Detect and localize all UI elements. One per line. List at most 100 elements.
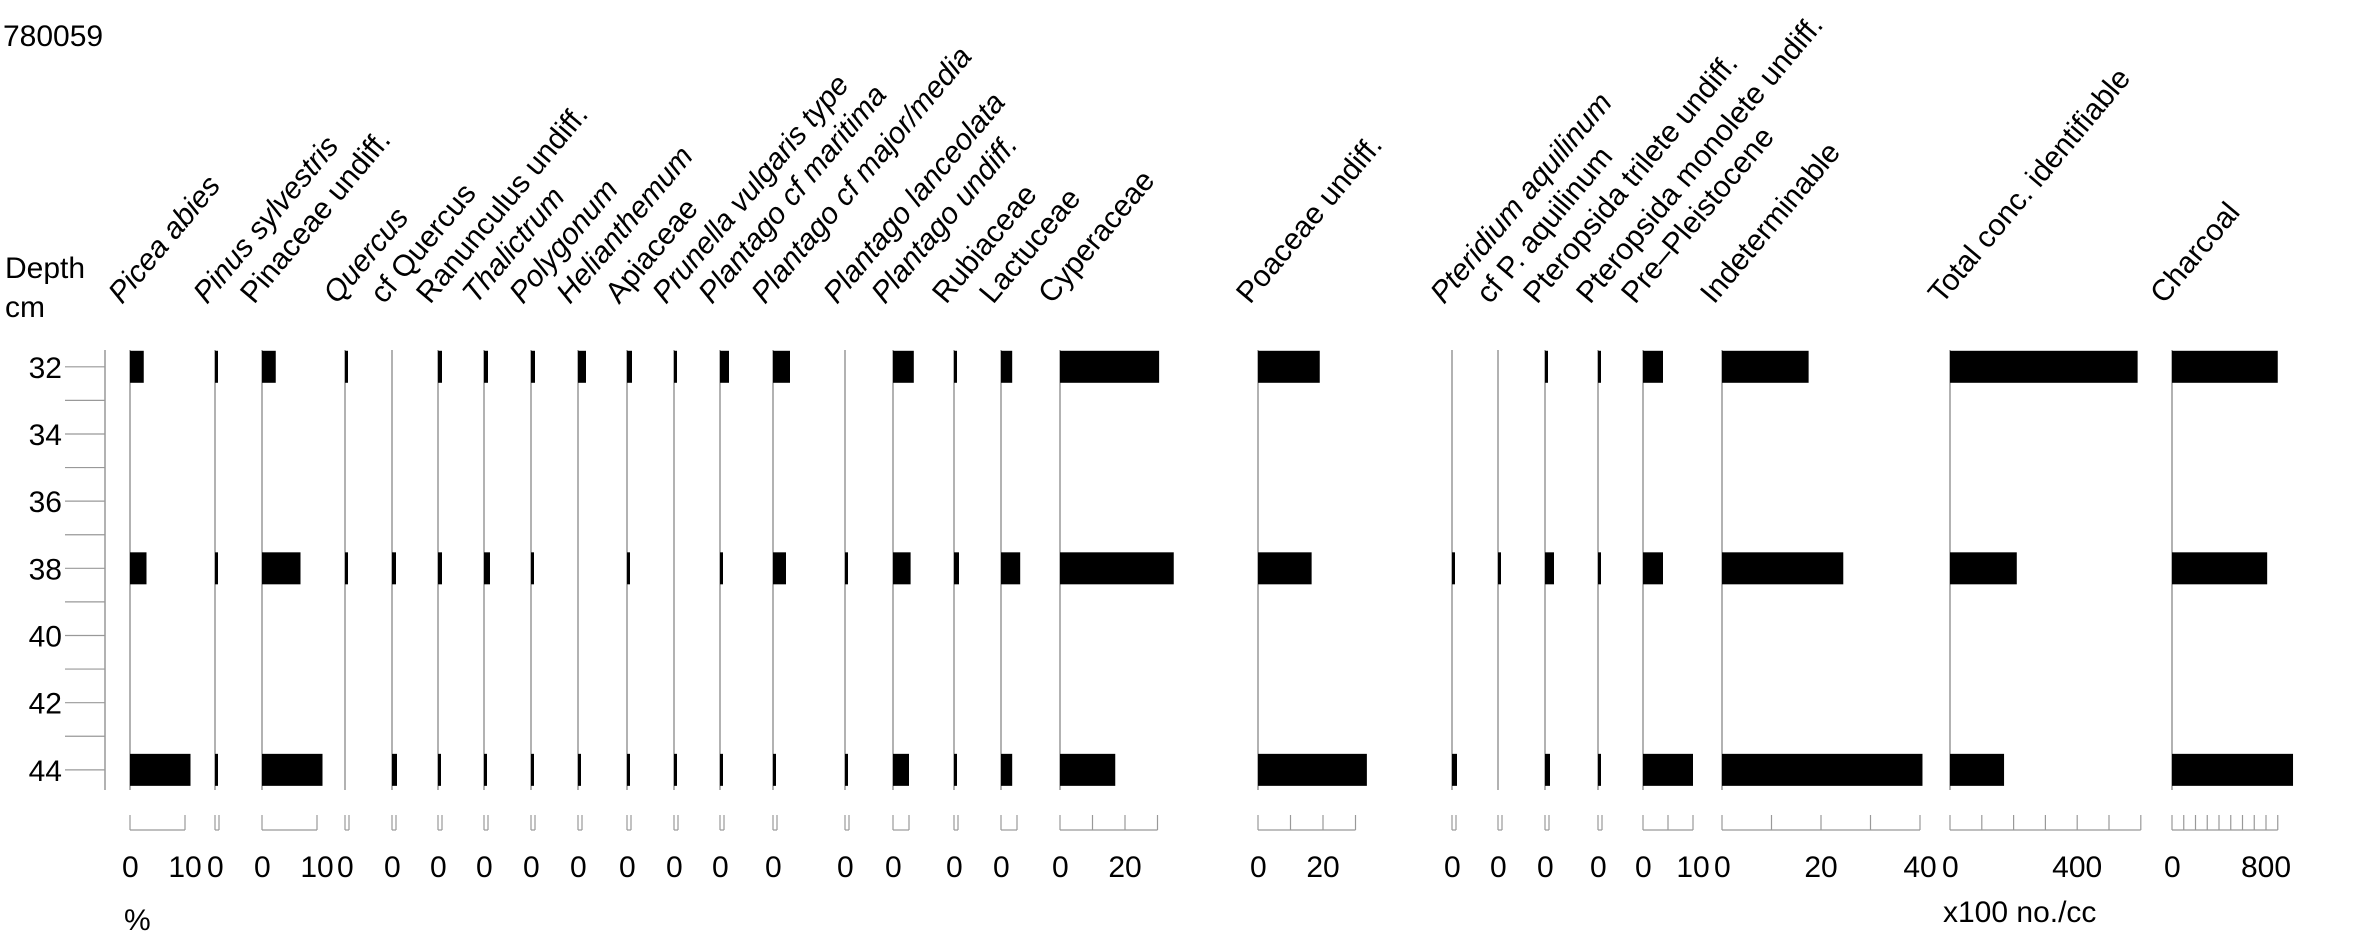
bar xyxy=(1545,552,1554,585)
depth-tick-label: 44 xyxy=(29,755,62,788)
bar xyxy=(773,552,786,585)
bar xyxy=(1060,753,1116,786)
bar xyxy=(720,350,729,383)
bar xyxy=(1950,552,2017,585)
bar xyxy=(262,552,301,585)
x-tick-label: 0 xyxy=(523,851,540,884)
bar xyxy=(1452,753,1457,786)
bar xyxy=(1001,753,1013,786)
bar xyxy=(345,552,348,585)
bar xyxy=(773,753,776,786)
depth-tick-label: 42 xyxy=(29,688,62,721)
bar xyxy=(1950,753,2005,786)
panel-total-conc-identifiable: 0 400 Total conc. identifiable xyxy=(1922,62,2142,884)
bar xyxy=(438,552,442,585)
bar xyxy=(484,350,488,383)
x-tick-label: 0 xyxy=(1590,851,1607,884)
x-tick-label: 0 xyxy=(1490,851,1507,884)
bar xyxy=(1001,552,1021,585)
depth-tick-label: 36 xyxy=(29,486,62,519)
x-tick-label: 0 xyxy=(712,851,729,884)
bar xyxy=(2172,552,2268,585)
x-tick-label: 20 xyxy=(1306,851,1339,884)
x-tick-label: 0 xyxy=(2164,851,2181,884)
bar xyxy=(1643,552,1663,585)
bar xyxy=(484,552,490,585)
bar xyxy=(578,753,581,786)
x-tick-label: 0 xyxy=(619,851,636,884)
bar xyxy=(392,552,396,585)
bar xyxy=(215,350,218,383)
bar xyxy=(215,552,218,585)
x-tick-label: 0 xyxy=(384,851,401,884)
panel-poaceae-undiff-: 0 20 Poaceae undiff. xyxy=(1230,129,1389,884)
taxon-label: Total conc. identifiable xyxy=(1922,62,2137,309)
bar xyxy=(627,350,632,383)
bar xyxy=(1598,753,1601,786)
bar xyxy=(720,552,723,585)
bar xyxy=(1545,753,1550,786)
bar xyxy=(1950,350,2138,383)
bar xyxy=(720,753,723,786)
x-tick-label: 0 xyxy=(1052,851,1069,884)
bar xyxy=(1598,552,1601,585)
bar xyxy=(484,753,487,786)
x-tick-label: 0 xyxy=(885,851,902,884)
bar xyxy=(1722,552,1844,585)
bar xyxy=(893,552,911,585)
bar xyxy=(845,552,848,585)
bar xyxy=(893,753,909,786)
bar xyxy=(130,350,144,383)
taxon-label: Poaceae undiff. xyxy=(1230,129,1389,310)
x-tick-label: 0 xyxy=(337,851,354,884)
bar xyxy=(674,350,677,383)
bar xyxy=(1545,350,1548,383)
bar xyxy=(845,753,848,786)
bar xyxy=(531,552,534,585)
x-tick-label: 0 xyxy=(476,851,493,884)
bar xyxy=(674,753,677,786)
taxon-label: Charcoal xyxy=(2144,196,2246,309)
bar xyxy=(1498,552,1501,585)
bar xyxy=(1258,753,1367,786)
x-tick-label: 40 xyxy=(1903,851,1936,884)
bar xyxy=(627,753,630,786)
x-tick-label: 0 xyxy=(1444,851,1461,884)
bar xyxy=(954,753,957,786)
bar xyxy=(1598,350,1601,383)
x-tick-label: 800 xyxy=(2241,851,2291,884)
x-tick-label: 0 xyxy=(993,851,1010,884)
depth-tick-label: 40 xyxy=(29,620,62,653)
bar xyxy=(2172,753,2294,786)
x-tick-label: 0 xyxy=(430,851,447,884)
x-tick-label: 0 xyxy=(1714,851,1731,884)
x-tick-label: 20 xyxy=(1804,851,1837,884)
x-tick-label: 0 xyxy=(1537,851,1554,884)
bar xyxy=(1643,350,1663,383)
bar xyxy=(954,552,959,585)
x-tick-label: 0 xyxy=(1250,851,1267,884)
x-tick-label: 20 xyxy=(1108,851,1141,884)
panel-charcoal: 0 800 Charcoal xyxy=(2144,196,2294,884)
bar xyxy=(1060,552,1174,585)
bar xyxy=(392,753,397,786)
bar xyxy=(130,552,147,585)
x-tick-label: 10 xyxy=(300,851,333,884)
bar xyxy=(262,350,276,383)
bar xyxy=(345,350,348,383)
bar xyxy=(438,753,441,786)
x-tick-label: 0 xyxy=(122,851,139,884)
depth-tick-label: 38 xyxy=(29,553,62,586)
bar xyxy=(1722,753,1923,786)
bar xyxy=(627,552,630,585)
x-tick-label: 10 xyxy=(168,851,201,884)
bar xyxy=(531,350,535,383)
x-tick-label: 0 xyxy=(1635,851,1652,884)
x-tick-label: 0 xyxy=(570,851,587,884)
depth-unit: cm xyxy=(5,291,45,324)
x-tick-label: 0 xyxy=(946,851,963,884)
depth-label: Depth xyxy=(5,252,85,285)
